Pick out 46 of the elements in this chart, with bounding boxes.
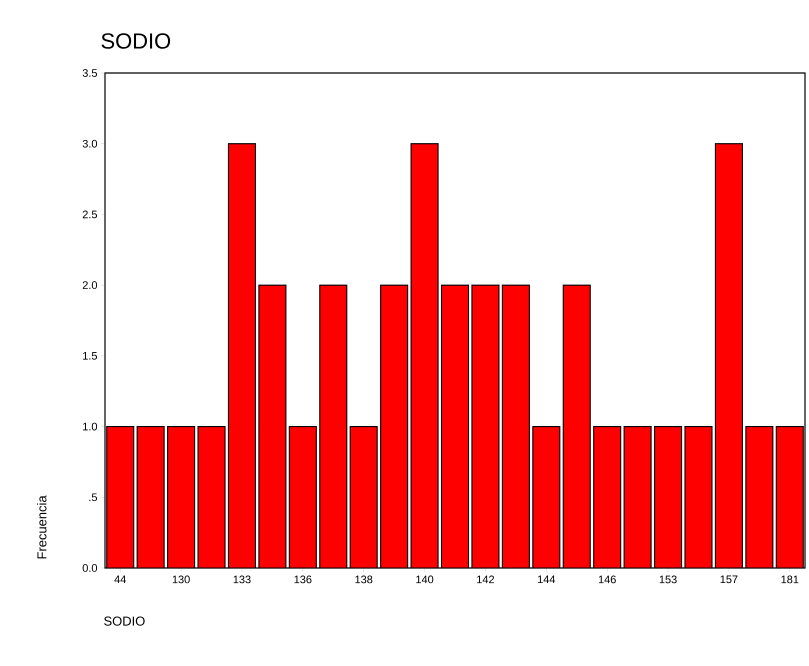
bar	[258, 285, 286, 568]
bar	[654, 426, 682, 568]
x-tick-label: 136	[294, 576, 312, 584]
bar	[350, 426, 378, 568]
bar	[624, 426, 652, 568]
x-tick-label: 181	[781, 576, 798, 584]
bar	[776, 426, 804, 568]
bar	[472, 285, 499, 568]
y-tick-label: 3.0	[82, 140, 98, 148]
x-tick-label: 144	[538, 576, 556, 584]
x-tick-label: 130	[172, 576, 190, 584]
bar	[746, 426, 773, 568]
x-tick-label: 146	[598, 576, 616, 584]
bar	[380, 285, 408, 568]
x-tick-label: 138	[355, 576, 372, 584]
y-tick-label: 3.5	[82, 69, 98, 77]
x-tick-label: 157	[720, 576, 738, 584]
bar	[594, 426, 621, 568]
chart-title: SODIO	[102, 33, 170, 49]
bar	[320, 285, 347, 568]
bar	[106, 426, 134, 568]
y-axis-title: Frecuencia	[36, 495, 46, 558]
x-tick-label: 133	[234, 576, 251, 584]
bar	[502, 285, 530, 568]
x-tick-label: 153	[660, 576, 677, 584]
y-tick-label: 0.0	[82, 564, 98, 572]
y-tick-label: 2.0	[82, 281, 98, 290]
bar	[198, 426, 226, 568]
bar	[684, 426, 712, 568]
y-tick-label: 1.5	[83, 352, 98, 360]
x-axis-title: SODIO	[104, 616, 145, 626]
bar	[442, 285, 469, 568]
bar	[411, 144, 438, 568]
bar	[532, 426, 560, 568]
x-tick-label: 140	[416, 576, 434, 584]
y-tick-label: .5	[89, 493, 98, 502]
y-tick-label: 2.5	[82, 210, 98, 218]
bar	[228, 144, 256, 568]
bar	[168, 426, 195, 568]
y-tick-label: 1.0	[83, 422, 98, 430]
bar	[137, 426, 164, 568]
x-tick-label: 44	[114, 576, 126, 584]
bar	[289, 426, 316, 568]
bar	[563, 285, 590, 568]
x-tick-label: 142	[477, 576, 494, 584]
bar	[715, 144, 742, 568]
